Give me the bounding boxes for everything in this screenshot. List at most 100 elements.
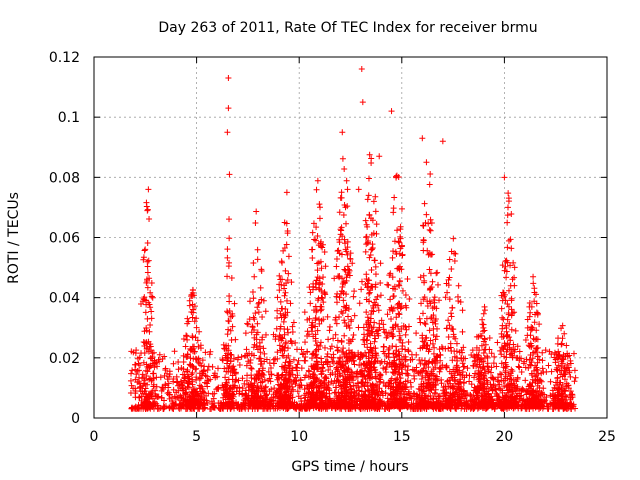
data-point <box>318 265 325 272</box>
data-point <box>312 323 319 330</box>
data-point <box>286 358 293 365</box>
data-point <box>259 365 266 372</box>
data-point <box>172 395 179 402</box>
data-point <box>283 220 290 227</box>
data-point <box>413 330 420 337</box>
data-point <box>369 246 376 253</box>
data-point <box>203 392 210 399</box>
data-point <box>319 244 326 251</box>
data-point <box>147 289 154 296</box>
data-point <box>278 363 285 370</box>
data-point <box>372 263 379 270</box>
data-point <box>193 365 200 372</box>
data-point <box>226 391 233 398</box>
data-point <box>505 303 512 310</box>
data-point <box>254 346 261 353</box>
data-point <box>309 229 316 236</box>
data-point <box>338 194 345 201</box>
data-point <box>281 292 288 299</box>
data-point <box>285 253 292 260</box>
data-point <box>166 371 173 378</box>
data-point <box>313 402 320 409</box>
data-point <box>301 374 308 381</box>
data-point <box>223 382 230 389</box>
data-point <box>223 345 230 352</box>
data-point <box>325 381 332 388</box>
data-point <box>505 237 512 244</box>
data-point <box>377 260 384 267</box>
data-point <box>226 235 233 242</box>
data-point <box>239 385 246 392</box>
data-point <box>507 337 514 344</box>
data-point <box>249 384 256 391</box>
data-point <box>328 378 335 385</box>
data-point <box>170 360 177 367</box>
data-point <box>228 351 235 358</box>
data-point <box>459 307 466 314</box>
data-point <box>433 333 440 340</box>
data-point <box>313 342 320 349</box>
data-point <box>247 360 254 367</box>
data-point <box>228 274 235 281</box>
data-point <box>468 381 475 388</box>
data-point <box>137 383 144 390</box>
data-point <box>153 359 160 366</box>
data-point <box>273 325 280 332</box>
data-point <box>507 236 514 243</box>
data-point <box>351 288 358 295</box>
data-point <box>192 334 199 341</box>
data-point <box>253 342 260 349</box>
data-point <box>147 321 154 328</box>
data-point <box>235 401 242 408</box>
data-point <box>530 273 537 280</box>
data-point <box>133 371 140 378</box>
data-point <box>394 227 401 234</box>
data-point <box>222 374 229 381</box>
data-point <box>225 326 232 333</box>
data-point <box>301 397 308 404</box>
data-point <box>255 300 262 307</box>
data-point <box>142 246 149 253</box>
data-point <box>484 354 491 361</box>
data-point <box>380 365 387 372</box>
data-point <box>411 372 418 379</box>
data-point <box>314 384 321 391</box>
data-point <box>189 301 196 308</box>
data-point <box>304 348 311 355</box>
data-point <box>307 300 314 307</box>
data-point <box>339 155 346 162</box>
data-point <box>175 382 182 389</box>
data-point <box>282 359 289 366</box>
data-point <box>252 310 259 317</box>
data-point <box>395 265 402 272</box>
data-point <box>196 328 203 335</box>
data-point <box>343 220 350 227</box>
data-point <box>274 393 281 400</box>
data-point <box>302 353 309 360</box>
data-point <box>293 364 300 371</box>
data-point <box>384 281 391 288</box>
data-point <box>144 284 151 291</box>
data-point <box>482 346 489 353</box>
data-point <box>141 294 148 301</box>
data-point <box>572 374 579 381</box>
data-point <box>416 357 423 364</box>
data-point <box>128 370 135 377</box>
data-point <box>170 402 177 409</box>
data-point <box>211 370 218 377</box>
data-point <box>504 212 511 219</box>
data-point <box>365 192 372 199</box>
data-point <box>222 354 229 361</box>
data-point <box>348 316 355 323</box>
data-point <box>277 347 284 354</box>
data-point <box>319 295 326 302</box>
data-point <box>455 282 462 289</box>
data-point <box>334 344 341 351</box>
data-point <box>180 335 187 342</box>
data-point <box>428 359 435 366</box>
data-point <box>196 375 203 382</box>
data-point <box>248 329 255 336</box>
data-point <box>396 282 403 289</box>
data-point <box>297 395 304 402</box>
data-point <box>246 298 253 305</box>
